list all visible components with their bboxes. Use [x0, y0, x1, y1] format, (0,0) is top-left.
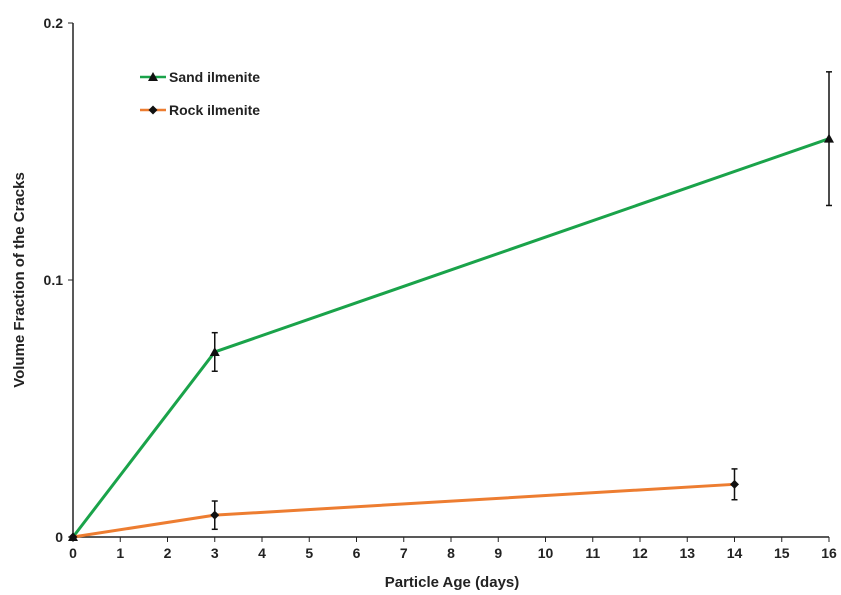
y-axis-title: Volume Fraction of the Cracks [11, 172, 28, 388]
sand-ilmenite-point [209, 346, 220, 356]
x-tick-label: 0 [69, 545, 77, 561]
axes [72, 23, 829, 538]
sand-ilmenite-line [71, 137, 830, 538]
x-tick-label: 9 [494, 545, 502, 561]
x-tick-label: 16 [821, 545, 837, 561]
legend-entry-rock-ilmenite: Rock ilmenite [140, 102, 260, 118]
y-tick-label: 0.2 [44, 15, 64, 31]
x-tick-label: 12 [632, 545, 648, 561]
rock-ilmenite-line [72, 482, 735, 539]
x-tick-label: 8 [447, 545, 455, 561]
x-tick-label: 3 [211, 545, 219, 561]
legend-marker [148, 105, 158, 115]
series-rock-ilmenite [68, 468, 739, 542]
legend-marker [148, 72, 158, 81]
legend-label: Rock ilmenite [169, 102, 260, 118]
x-tick-label: 2 [164, 545, 172, 561]
rock-ilmenite-point [68, 532, 78, 542]
x-tick-label: 14 [727, 545, 743, 561]
x-tick-label: 6 [353, 545, 361, 561]
x-tick-labels: 0 1 2 3 4 5 6 7 8 9 10 11 12 13 14 15 16 [69, 537, 837, 561]
y-tick-label: 0 [55, 529, 63, 545]
rock-ilmenite-point [210, 510, 220, 520]
x-tick-label: 5 [305, 545, 313, 561]
series-layer [68, 71, 834, 542]
x-tick-label: 7 [400, 545, 408, 561]
legend-label: Sand ilmenite [169, 69, 260, 85]
y-tick-label: 0.1 [44, 272, 64, 288]
series-sand-ilmenite [68, 71, 834, 541]
sand-ilmenite-point [824, 133, 834, 143]
x-tick-label: 10 [538, 545, 554, 561]
x-tick-label: 1 [116, 545, 124, 561]
y-tick-labels: 0 0.1 0.2 [44, 15, 73, 545]
legend: Sand ilmenite Rock ilmenite [140, 69, 260, 118]
x-tick-label: 13 [679, 545, 695, 561]
x-axis-title: Particle Age (days) [385, 574, 520, 591]
legend-entry-sand-ilmenite: Sand ilmenite [140, 69, 260, 85]
x-tick-label: 11 [585, 545, 600, 561]
x-tick-label: 15 [774, 545, 790, 561]
rock-ilmenite-point [730, 479, 739, 489]
x-tick-label: 4 [258, 545, 266, 561]
